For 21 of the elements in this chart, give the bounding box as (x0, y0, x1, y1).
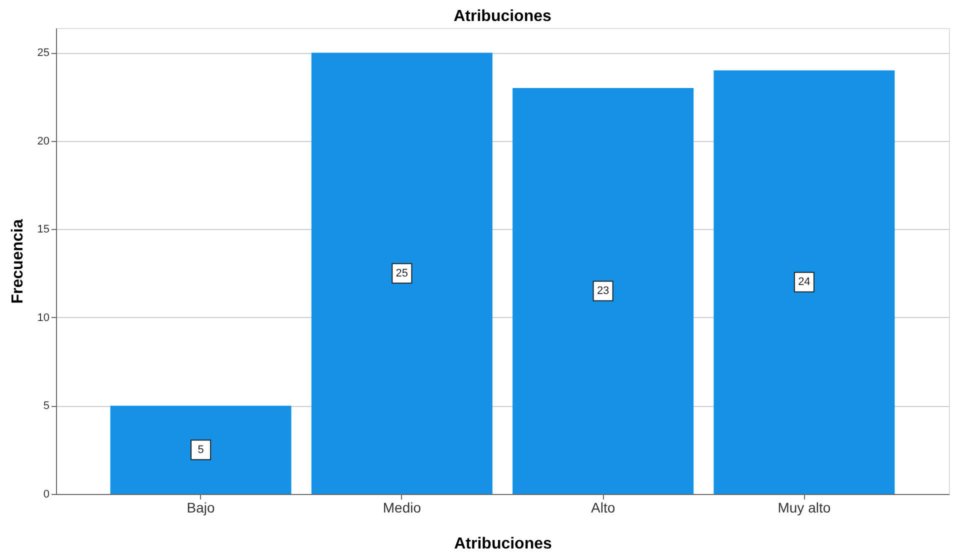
data-label: 25 (396, 267, 408, 280)
x-tick-label: Medio (382, 500, 422, 516)
chart-title: Atribuciones (454, 8, 552, 25)
bar (512, 88, 694, 494)
bar (110, 406, 292, 494)
bar (311, 52, 492, 494)
y-tick-label: 25 (37, 47, 50, 60)
y-axis-title: Frecuencia (9, 219, 26, 304)
y-tick-label: 5 (43, 400, 50, 412)
data-label: 5 (198, 444, 204, 456)
x-axis-title: Atribuciones (454, 536, 552, 552)
x-tick-label: Muy alto (778, 500, 831, 516)
x-tick-label: Alto (591, 500, 616, 516)
x-tick-label: Bajo (186, 500, 216, 516)
data-label: 23 (596, 285, 610, 298)
y-tick-label: 15 (37, 224, 50, 236)
y-tick-label: 20 (37, 135, 50, 148)
y-tick-label: 10 (37, 312, 50, 324)
data-label: 24 (798, 276, 810, 288)
y-tick-label: 0 (43, 488, 50, 500)
bar (714, 70, 895, 494)
